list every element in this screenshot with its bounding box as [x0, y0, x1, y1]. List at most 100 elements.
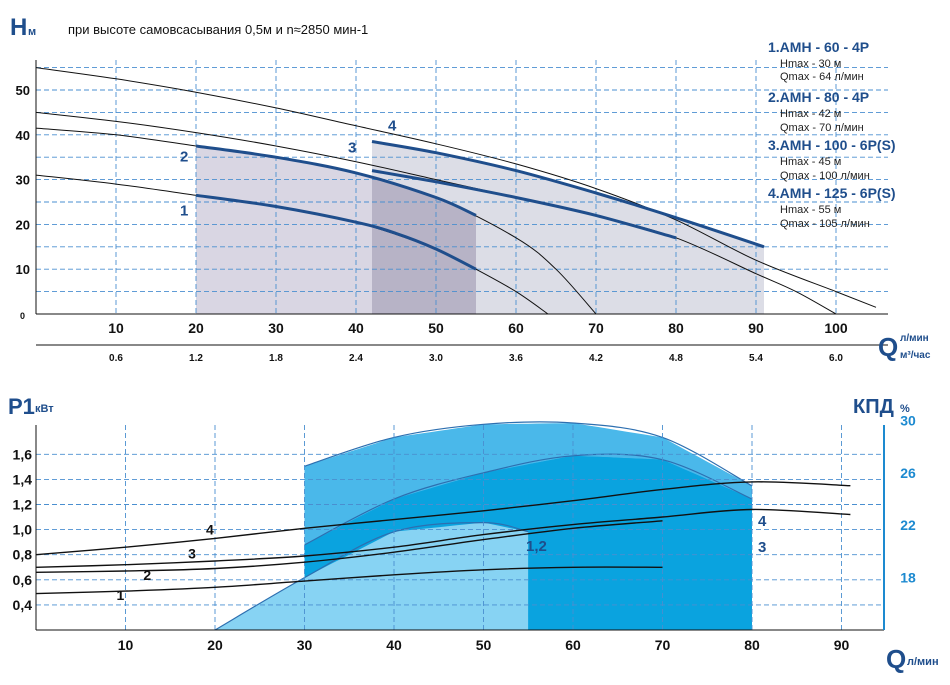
- legend-qmax-4: Qmax - 105 л/мин: [780, 218, 870, 230]
- bottom-x-tick: 80: [744, 637, 760, 653]
- x-tick-q: 40: [348, 320, 364, 336]
- power-curve-2: [35, 520, 663, 573]
- y-tick-h: 20: [16, 217, 30, 232]
- curve-label-2: 2: [180, 149, 188, 166]
- bottom-x-tick: 40: [386, 637, 402, 653]
- power-curve-3: [35, 508, 851, 568]
- bottom-x-tick: 70: [655, 637, 671, 653]
- head-flow-chart: 1 2 3 4 10 20 30 40 50 60 70 80 90 100 10 20 30 40 50 0.6 1…: [10, 14, 931, 364]
- legend-qmax-1: Qmax - 64 л/мин: [780, 71, 864, 83]
- x-tick-m3h: 1.2: [189, 353, 203, 364]
- x-tick-q: 100: [824, 320, 848, 336]
- x-unit-m3h: м³/час: [900, 350, 931, 361]
- bottom-y-tick: 1,2: [13, 497, 33, 513]
- efficiency-label-3: 3: [758, 539, 766, 556]
- curve-label-1: 1: [180, 202, 188, 219]
- curve-label-4: 4: [388, 117, 397, 134]
- efficiency-label-4: 4: [758, 513, 767, 530]
- x-tick-q: 70: [588, 320, 604, 336]
- x-tick-m3h: 4.8: [669, 353, 683, 364]
- head-curves: 1 2 3 4: [35, 67, 877, 315]
- bottom-x-tick: 90: [834, 637, 850, 653]
- x-tick-m3h: 3.0: [429, 353, 443, 364]
- legend-hmax-1: Hmax - 30 м: [780, 58, 841, 70]
- x-tick-q: 80: [668, 320, 684, 336]
- y-tick-h: 50: [16, 83, 30, 98]
- power-label-3: 3: [188, 545, 196, 561]
- power-label-2: 2: [143, 567, 151, 583]
- bottom-x-tick: 10: [118, 637, 134, 653]
- head-curve-bold-1: [195, 193, 477, 271]
- efficiency-curve-1,2: [214, 521, 529, 631]
- legend-hmax-2: Hmax - 42 м: [780, 108, 841, 120]
- power-curve-1: [35, 566, 663, 595]
- x-tick-m3h: 3.6: [509, 353, 523, 364]
- x-axis-symbol-q-top: Q: [878, 332, 898, 362]
- legend-model-3: 3.АМН - 100 - 6P(S): [768, 137, 896, 153]
- legend-qmax-3: Qmax - 100 л/мин: [780, 170, 870, 182]
- bottom-grid: [35, 425, 885, 631]
- efficiency-label-1-2: 1,2: [526, 538, 547, 555]
- x-unit-lmin-top: л/мин: [900, 333, 929, 344]
- x-tick-q: 60: [508, 320, 524, 336]
- x-tick-m3h: 2.4: [349, 353, 363, 364]
- right-y-tick: 26: [900, 465, 916, 481]
- right-y-tick: 18: [900, 570, 916, 586]
- legend-qmax-2: Qmax - 70 л/мин: [780, 122, 864, 134]
- y-tick-h: 40: [16, 128, 30, 143]
- model-legend: 1.АМН - 60 - 4P Hmax - 30 м Qmax - 64 л/…: [768, 39, 896, 230]
- y-right-unit-percent: %: [900, 403, 910, 415]
- x-tick-m3h: 5.4: [749, 353, 763, 364]
- bottom-x-tick: 60: [565, 637, 581, 653]
- legend-model-2: 2.АМН - 80 - 4P: [768, 89, 869, 105]
- head-curve-thin-4: [35, 67, 877, 308]
- x-tick-q: 30: [268, 320, 284, 336]
- x-tick-q: 10: [108, 320, 124, 336]
- y-left-unit-kw: кВт: [35, 403, 54, 415]
- power-label-4: 4: [206, 522, 214, 538]
- head-curve-bold-4: [371, 140, 765, 249]
- efficiency-curve-3: [304, 453, 753, 546]
- x-tick-q: 90: [748, 320, 764, 336]
- area-overlap: [372, 177, 476, 314]
- x-tick-m3h: 4.2: [589, 353, 603, 364]
- x-axis-symbol-q-bottom: Q: [886, 644, 906, 674]
- legend-model-1: 1.АМН - 60 - 4P: [768, 39, 869, 55]
- bottom-y-tick: 0,4: [13, 597, 33, 613]
- efficiency-areas: [214, 421, 753, 631]
- x-tick-m3h: 0.6: [109, 353, 123, 364]
- bottom-ticks: 10 20 30 40 50 60 70 80 90 0,4 0,6 0,8 1,0 1,2 1,4 1,6 1…: [13, 412, 916, 653]
- y-tick-h: 30: [16, 173, 30, 188]
- right-y-tick: 30: [900, 412, 916, 428]
- bottom-y-tick: 1,4: [13, 471, 33, 487]
- legend-hmax-4: Hmax - 55 м: [780, 204, 841, 216]
- efficiency-curve-4: [304, 421, 753, 487]
- power-curve-4: [35, 481, 851, 556]
- top-grid: [35, 60, 888, 346]
- legend-hmax-3: Hmax - 45 м: [780, 156, 841, 168]
- x-unit-lmin-bottom: л/мин: [907, 656, 939, 668]
- bottom-y-tick: 1,0: [13, 522, 33, 538]
- y-right-symbol-kpd: КПД: [853, 396, 894, 418]
- bottom-x-tick: 20: [207, 637, 223, 653]
- power-label-1: 1: [117, 587, 125, 603]
- x-tick-m3h: 1.8: [269, 353, 283, 364]
- y-tick-h: 10: [16, 262, 30, 277]
- x-tick-m3h: 6.0: [829, 353, 843, 364]
- y-axis-unit-m: м: [28, 26, 36, 38]
- operating-areas: [196, 141, 764, 314]
- bottom-x-tick: 30: [297, 637, 313, 653]
- y-axis-symbol-h: H: [10, 14, 27, 41]
- origin-zero-label: 0: [20, 311, 25, 321]
- condition-note: при высоте самовсасывания 0,5м и n≈2850 …: [68, 22, 368, 37]
- head-curve-bold-2: [195, 144, 477, 217]
- bottom-y-tick: 1,6: [13, 446, 33, 462]
- y-left-symbol-p1: P1: [8, 394, 35, 419]
- x-tick-q: 50: [428, 320, 444, 336]
- bottom-y-tick: 0,8: [13, 547, 33, 563]
